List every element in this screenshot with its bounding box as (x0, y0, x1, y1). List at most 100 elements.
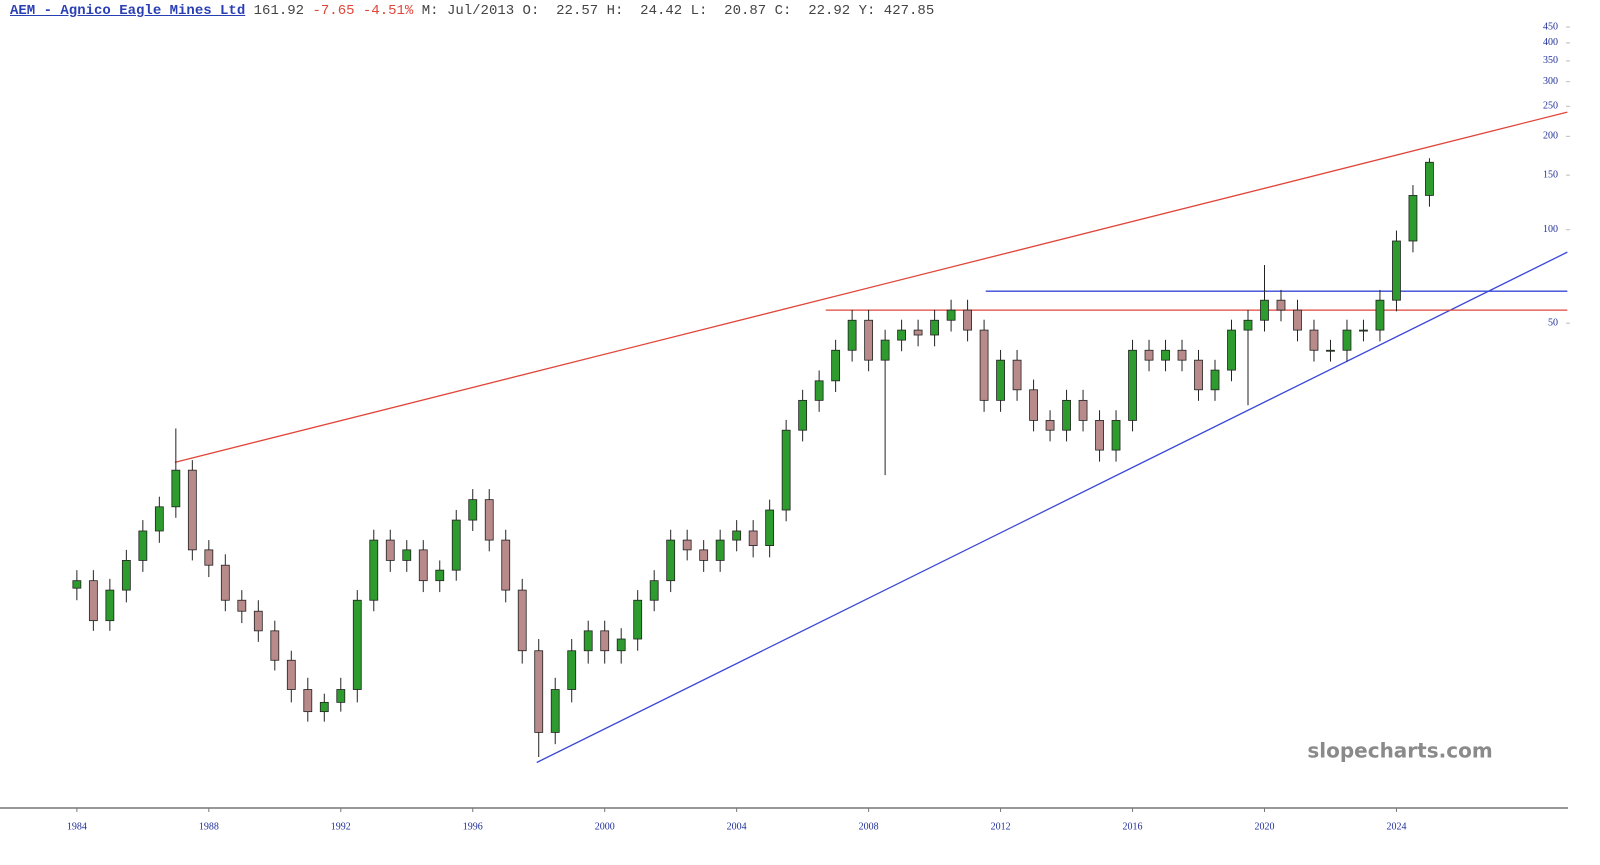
candle-body (765, 509, 775, 546)
candle-body (715, 539, 725, 561)
candle-body (154, 506, 164, 532)
candle-body (748, 530, 758, 546)
candle-body (880, 339, 890, 361)
y-tick-label: 150 (1543, 169, 1558, 180)
candle-body (1375, 299, 1385, 331)
last-price: 161.92 (253, 3, 305, 19)
candle-body (105, 589, 115, 622)
candle-body (946, 309, 956, 321)
candle-body (699, 549, 709, 561)
candle-body (1161, 349, 1170, 361)
candle-body (171, 469, 181, 508)
change: -7.65 (312, 3, 355, 19)
y-tick-label: 200 (1543, 131, 1558, 142)
candle-body (253, 610, 263, 632)
candle-body (831, 349, 841, 382)
x-tick-label: 1988 (199, 821, 219, 832)
candle-body (1194, 359, 1203, 391)
candle-body (1326, 349, 1335, 352)
candle-body (138, 530, 148, 561)
candle-body (600, 630, 610, 652)
candle-body (402, 549, 412, 561)
candle-body (1276, 299, 1286, 311)
candle-body (913, 329, 923, 336)
candle-body (979, 329, 989, 401)
candle-body (1425, 161, 1434, 196)
trend-line (536, 251, 1568, 764)
y-tick-label: 50 (1548, 317, 1558, 328)
candle-body (319, 701, 329, 713)
candle-body (303, 689, 313, 713)
x-tick-label: 1984 (67, 821, 87, 832)
candle-body (468, 499, 478, 521)
candle-body (369, 539, 379, 601)
candle-body (352, 599, 362, 690)
candle-body (72, 580, 82, 589)
symbol-link[interactable]: AEM - Agnico Eagle Mines Ltd (10, 3, 246, 19)
candle-body (1359, 329, 1368, 332)
candle-body (649, 580, 659, 601)
candle-body (1045, 420, 1055, 431)
candle-body (1243, 319, 1253, 331)
trend-line (174, 111, 1568, 464)
candle-body (501, 539, 511, 591)
candle-body (1408, 195, 1418, 242)
x-tick-label: 2024 (1386, 821, 1406, 832)
candle-body (220, 564, 230, 601)
candle-body (451, 519, 461, 571)
candle-body (781, 429, 791, 511)
header: AEM - Agnico Eagle Mines Ltd 161.92 -7.6… (10, 3, 934, 19)
candle-body (963, 309, 972, 331)
x-tick-label: 2008 (859, 821, 879, 832)
x-tick-label: 2000 (595, 821, 615, 832)
x-tick-label: 1992 (331, 821, 351, 832)
candle-body (270, 630, 280, 661)
candle-body (550, 689, 560, 733)
candle-body (418, 549, 428, 582)
candle-body (534, 650, 544, 733)
x-tick-label: 2004 (727, 821, 747, 832)
y-tick-label: 300 (1543, 76, 1558, 87)
candle-body (1342, 329, 1352, 351)
candle-body (1210, 369, 1220, 391)
y-tick-label: 250 (1543, 101, 1558, 112)
candle-body (204, 549, 214, 566)
candle-body (1111, 420, 1121, 451)
y-tick-label: 450 (1543, 21, 1558, 32)
candle-body (1177, 349, 1187, 361)
candle-body (1309, 329, 1319, 351)
candle-body (864, 319, 874, 361)
candle-body (336, 689, 346, 703)
candle-body (286, 659, 296, 690)
candle-body (1128, 349, 1137, 421)
candle-body (633, 599, 643, 640)
candle-body (517, 589, 527, 652)
candle-body (930, 319, 939, 336)
candle-body (1062, 399, 1071, 431)
x-tick-label: 2016 (1123, 821, 1143, 832)
candle-body (1029, 389, 1038, 421)
watermark: slopecharts.com (1307, 739, 1492, 763)
candle-body (237, 599, 247, 612)
candle-body (1293, 309, 1302, 331)
x-tick-label: 2012 (991, 821, 1011, 832)
candle-body (1227, 329, 1236, 371)
bar-info: M: Jul/2013 O: 22.57 H: 24.42 L: 20.87 C… (421, 3, 935, 19)
x-tick-label: 2020 (1254, 821, 1274, 832)
candle-body (1260, 299, 1269, 321)
candle-body (847, 319, 857, 351)
candle-body (187, 469, 197, 551)
candle-body (1144, 349, 1154, 361)
candle-body (798, 399, 808, 431)
candle-body (666, 539, 676, 582)
candle-body (814, 380, 824, 401)
candle-body (897, 329, 907, 341)
candle-body (1392, 240, 1401, 301)
candle-body (583, 630, 593, 652)
y-tick-label: 350 (1543, 55, 1558, 66)
candle-body (567, 650, 577, 690)
candle-body (121, 560, 131, 591)
candle-body (1012, 359, 1022, 391)
candle-body (1095, 420, 1104, 451)
